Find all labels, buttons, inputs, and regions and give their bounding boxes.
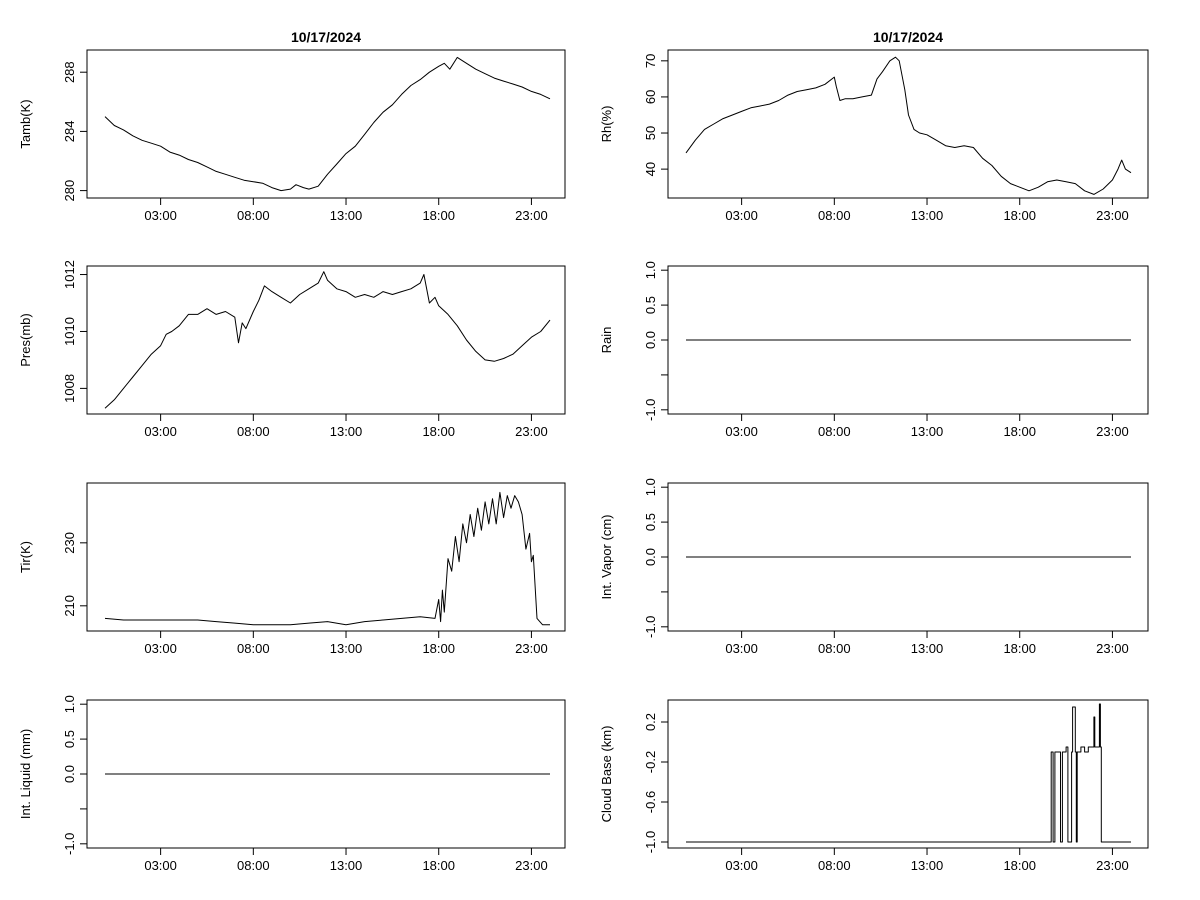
- y-tick-label-tamb-2: 288: [62, 61, 77, 83]
- x-tick-label-rh-1: 08:00: [818, 208, 851, 223]
- x-tick-label-pres-4: 23:00: [515, 424, 548, 439]
- x-tick-label-vapor-1: 08:00: [818, 641, 851, 656]
- panel-tir: 03:00 08:00 13:00 18:00 23:00 210 230 Tir(K): [18, 482, 566, 656]
- y-axis-label-pres: Pres(mb): [18, 313, 33, 366]
- x-tick-label-rain-1: 08:00: [818, 424, 851, 439]
- plot-frame-cloud: [667, 699, 1149, 849]
- y-tick-label-vapor-0: -1.0: [643, 616, 658, 638]
- panel-vapor: 03:00 08:00 13:00 18:00 23:00 -1.0 0.0 0.5 1.0 In…: [599, 478, 1149, 656]
- x-tick-label-rain-0: 03:00: [725, 424, 758, 439]
- series-line-pres: [104, 271, 551, 409]
- panel-pres: 03:00 08:00 13:00 18:00 23:00 1008 1010 1012 Pre…: [18, 260, 566, 439]
- x-tick-label-vapor-3: 18:00: [1003, 641, 1036, 656]
- x-tick-label-cloud-0: 03:00: [725, 858, 758, 873]
- y-tick-label-cloud-3: 0.2: [643, 713, 658, 731]
- x-tick-label-rain-3: 18:00: [1003, 424, 1036, 439]
- x-tick-label-tamb-2: 13:00: [330, 208, 363, 223]
- y-axis-label-tamb: Tamb(K): [18, 99, 33, 148]
- x-tick-label-tamb-4: 23:00: [515, 208, 548, 223]
- x-tick-label-rh-2: 13:00: [911, 208, 944, 223]
- x-tick-label-rain-4: 23:00: [1096, 424, 1129, 439]
- y-tick-label-pres-0: 1008: [62, 374, 77, 403]
- x-tick-label-liquid-2: 13:00: [330, 858, 363, 873]
- x-tick-label-rain-2: 13:00: [911, 424, 944, 439]
- x-tick-label-tir-0: 03:00: [144, 641, 177, 656]
- y-tick-label-rain-2: 0.0: [643, 331, 658, 349]
- y-tick-label-tamb-1: 284: [62, 121, 77, 143]
- y-tick-label-tamb-0: 280: [62, 180, 77, 202]
- x-tick-label-liquid-1: 08:00: [237, 858, 270, 873]
- y-tick-label-rh-3: 70: [643, 54, 658, 68]
- y-tick-label-rh-0: 40: [643, 162, 658, 176]
- y-tick-label-cloud-0: -1.0: [643, 831, 658, 853]
- y-axis-label-rain: Rain: [599, 327, 614, 354]
- x-tick-label-tir-2: 13:00: [330, 641, 363, 656]
- y-tick-label-liquid-2: 0.0: [62, 765, 77, 783]
- panels: 03:00 08:00 13:00 18:00 23:00 280 284 288 Tamb(K…: [18, 49, 1149, 873]
- panel-tamb: 03:00 08:00 13:00 18:00 23:00 280 284 288 Tamb(K…: [18, 49, 566, 223]
- y-axis-label-cloud: Cloud Base (km): [599, 726, 614, 823]
- x-tick-label-liquid-0: 03:00: [144, 858, 177, 873]
- y-tick-label-rain-3: 0.5: [643, 296, 658, 314]
- y-tick-label-rh-1: 50: [643, 126, 658, 140]
- y-tick-label-vapor-2: 0.0: [643, 548, 658, 566]
- x-tick-label-pres-2: 13:00: [330, 424, 363, 439]
- series-line-tamb: [104, 56, 551, 192]
- y-tick-label-liquid-0: -1.0: [62, 833, 77, 855]
- y-tick-label-vapor-3: 0.5: [643, 513, 658, 531]
- title-left: 10/17/2024: [291, 29, 361, 45]
- series-line-cloud: [686, 703, 1131, 843]
- panel-cloud: 03:00 08:00 13:00 18:00 23:00 -1.0 -0.6 -0.2 0.2…: [599, 699, 1149, 873]
- y-axis-label-rh: Rh(%): [599, 106, 614, 143]
- y-axis-label-tir: Tir(K): [18, 541, 33, 573]
- x-tick-label-tir-3: 18:00: [422, 641, 455, 656]
- y-tick-label-pres-2: 1012: [62, 260, 77, 289]
- x-tick-label-cloud-3: 18:00: [1003, 858, 1036, 873]
- title-right: 10/17/2024: [873, 29, 943, 45]
- plot-frame-tamb: [86, 49, 566, 199]
- y-axis-label-vapor: Int. Vapor (cm): [599, 514, 614, 599]
- plot-frame-pres: [86, 265, 566, 415]
- x-tick-label-tamb-0: 03:00: [144, 208, 177, 223]
- x-tick-label-vapor-4: 23:00: [1096, 641, 1129, 656]
- x-tick-label-rh-3: 18:00: [1003, 208, 1036, 223]
- x-tick-label-rh-4: 23:00: [1096, 208, 1129, 223]
- series-line-rh: [685, 56, 1132, 195]
- x-tick-label-pres-0: 03:00: [144, 424, 177, 439]
- y-tick-label-cloud-2: -0.2: [643, 751, 658, 773]
- y-tick-label-tir-1: 230: [62, 532, 77, 554]
- y-tick-label-rh-2: 60: [643, 90, 658, 104]
- plot-frame-tir: [86, 482, 566, 632]
- plot-frame-rh: [667, 49, 1149, 199]
- series-line-tir: [104, 491, 550, 626]
- x-tick-label-tamb-1: 08:00: [237, 208, 270, 223]
- x-tick-label-pres-1: 08:00: [237, 424, 270, 439]
- y-tick-label-pres-1: 1010: [62, 317, 77, 346]
- panel-rain: 03:00 08:00 13:00 18:00 23:00 -1.0 0.0 0.5 1.0 Ra…: [599, 261, 1149, 439]
- x-tick-label-liquid-4: 23:00: [515, 858, 548, 873]
- y-tick-label-tir-0: 210: [62, 595, 77, 617]
- x-tick-label-tir-1: 08:00: [237, 641, 270, 656]
- x-tick-label-vapor-0: 03:00: [725, 641, 758, 656]
- y-tick-label-vapor-4: 1.0: [643, 478, 658, 496]
- y-tick-label-rain-0: -1.0: [643, 399, 658, 421]
- panel-liquid: 03:00 08:00 13:00 18:00 23:00 -1.0 0.0 0.5 1.0 In…: [18, 695, 566, 873]
- y-tick-label-liquid-3: 0.5: [62, 730, 77, 748]
- x-tick-label-tir-4: 23:00: [515, 641, 548, 656]
- x-tick-label-cloud-2: 13:00: [911, 858, 944, 873]
- x-tick-label-liquid-3: 18:00: [422, 858, 455, 873]
- x-tick-label-cloud-4: 23:00: [1096, 858, 1129, 873]
- x-tick-label-cloud-1: 08:00: [818, 858, 851, 873]
- y-tick-label-cloud-1: -0.6: [643, 791, 658, 813]
- y-tick-label-liquid-4: 1.0: [62, 695, 77, 713]
- x-tick-label-rh-0: 03:00: [725, 208, 758, 223]
- y-axis-label-liquid: Int. Liquid (mm): [18, 729, 33, 819]
- x-tick-label-pres-3: 18:00: [422, 424, 455, 439]
- x-tick-label-vapor-2: 13:00: [911, 641, 944, 656]
- x-tick-label-tamb-3: 18:00: [422, 208, 455, 223]
- y-tick-label-rain-4: 1.0: [643, 261, 658, 279]
- panel-rh: 03:00 08:00 13:00 18:00 23:00 40 50 60 70 Rh(%): [599, 49, 1149, 223]
